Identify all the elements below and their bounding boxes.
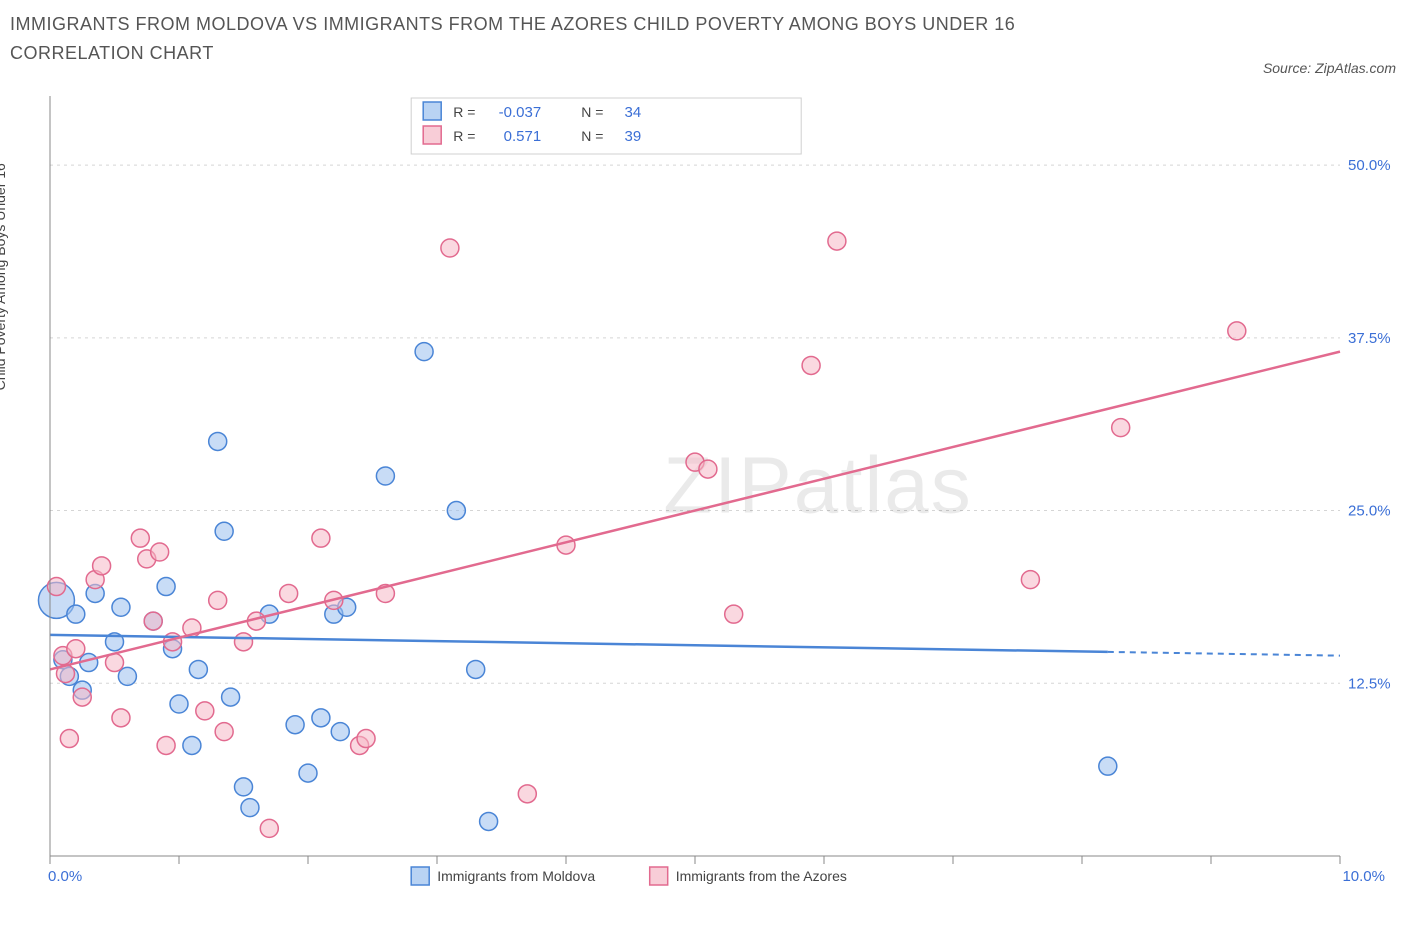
data-point — [1112, 419, 1130, 437]
footer-legend-swatch — [650, 867, 668, 885]
data-point — [183, 736, 201, 754]
chart-container: Child Poverty Among Boys Under 16 ZIPatl… — [10, 86, 1396, 906]
x-tick-label: 0.0% — [48, 868, 82, 885]
source-label: Source: ZipAtlas.com — [1263, 60, 1396, 76]
y-axis-label: Child Poverty Among Boys Under 16 — [0, 163, 8, 390]
legend-swatch — [423, 126, 441, 144]
legend-n-value: 34 — [625, 104, 642, 121]
chart-title: IMMIGRANTS FROM MOLDOVA VS IMMIGRANTS FR… — [10, 10, 1110, 68]
data-point — [725, 605, 743, 623]
data-point — [157, 736, 175, 754]
legend-stat-label: N = — [581, 128, 603, 144]
trend-line — [50, 635, 1108, 652]
data-point — [357, 730, 375, 748]
trend-line — [50, 352, 1340, 670]
data-point — [118, 667, 136, 685]
scatter-chart: ZIPatlas12.5%25.0%37.5%50.0%0.0%10.0%R =… — [10, 86, 1400, 906]
data-point — [441, 239, 459, 257]
data-point — [467, 660, 485, 678]
y-tick-label: 12.5% — [1348, 675, 1391, 692]
data-point — [222, 688, 240, 706]
data-point — [828, 232, 846, 250]
legend-stat-label: R = — [453, 104, 475, 120]
x-tick-label: 10.0% — [1342, 868, 1385, 885]
data-point — [170, 695, 188, 713]
data-point — [67, 640, 85, 658]
data-point — [93, 557, 111, 575]
data-point — [215, 522, 233, 540]
y-tick-label: 37.5% — [1348, 330, 1391, 347]
data-point — [241, 799, 259, 817]
trend-line-dashed — [1108, 652, 1340, 656]
data-point — [280, 584, 298, 602]
data-point — [144, 612, 162, 630]
legend-n-value: 39 — [625, 128, 642, 145]
data-point — [131, 529, 149, 547]
data-point — [189, 660, 207, 678]
legend-swatch — [423, 102, 441, 120]
legend-stat-label: N = — [581, 104, 603, 120]
data-point — [802, 356, 820, 374]
data-point — [286, 716, 304, 734]
data-point — [112, 598, 130, 616]
data-point — [157, 578, 175, 596]
data-point — [518, 785, 536, 803]
data-point — [67, 605, 85, 623]
legend-stat-label: R = — [453, 128, 475, 144]
data-point — [209, 432, 227, 450]
data-point — [215, 723, 233, 741]
data-point — [447, 502, 465, 520]
data-point — [1228, 322, 1246, 340]
data-point — [235, 633, 253, 651]
data-point — [73, 688, 91, 706]
legend-r-value: -0.037 — [499, 104, 542, 121]
data-point — [260, 819, 278, 837]
legend-r-value: 0.571 — [504, 128, 542, 145]
footer-legend-label: Immigrants from the Azores — [676, 868, 847, 884]
data-point — [112, 709, 130, 727]
data-point — [376, 467, 394, 485]
data-point — [331, 723, 349, 741]
data-point — [299, 764, 317, 782]
data-point — [151, 543, 169, 561]
footer-legend-label: Immigrants from Moldova — [437, 868, 595, 884]
data-point — [196, 702, 214, 720]
data-point — [1099, 757, 1117, 775]
data-point — [312, 709, 330, 727]
data-point — [235, 778, 253, 796]
data-point — [480, 812, 498, 830]
data-point — [415, 343, 433, 361]
y-tick-label: 50.0% — [1348, 157, 1391, 174]
data-point — [60, 730, 78, 748]
data-point — [209, 591, 227, 609]
y-tick-label: 25.0% — [1348, 503, 1391, 520]
data-point — [1021, 571, 1039, 589]
data-point — [312, 529, 330, 547]
footer-legend-swatch — [411, 867, 429, 885]
data-point — [699, 460, 717, 478]
